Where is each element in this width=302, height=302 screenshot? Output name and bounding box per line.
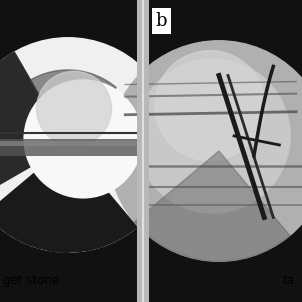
Circle shape bbox=[24, 80, 142, 198]
Wedge shape bbox=[0, 52, 68, 199]
Bar bbox=[137, 0, 149, 302]
Wedge shape bbox=[31, 70, 116, 145]
Wedge shape bbox=[49, 145, 137, 252]
Bar bbox=[0, 0, 137, 302]
Circle shape bbox=[0, 38, 175, 252]
Bar bbox=[0, 141, 137, 146]
Circle shape bbox=[37, 71, 111, 146]
Circle shape bbox=[136, 59, 290, 213]
Circle shape bbox=[155, 50, 265, 161]
Bar bbox=[0, 139, 137, 156]
Bar bbox=[149, 0, 302, 302]
Circle shape bbox=[109, 41, 302, 261]
Text: b: b bbox=[156, 12, 167, 30]
Text: get stone: get stone bbox=[3, 274, 59, 287]
Wedge shape bbox=[0, 145, 68, 252]
Text: ta: ta bbox=[282, 274, 294, 287]
Wedge shape bbox=[134, 151, 290, 261]
